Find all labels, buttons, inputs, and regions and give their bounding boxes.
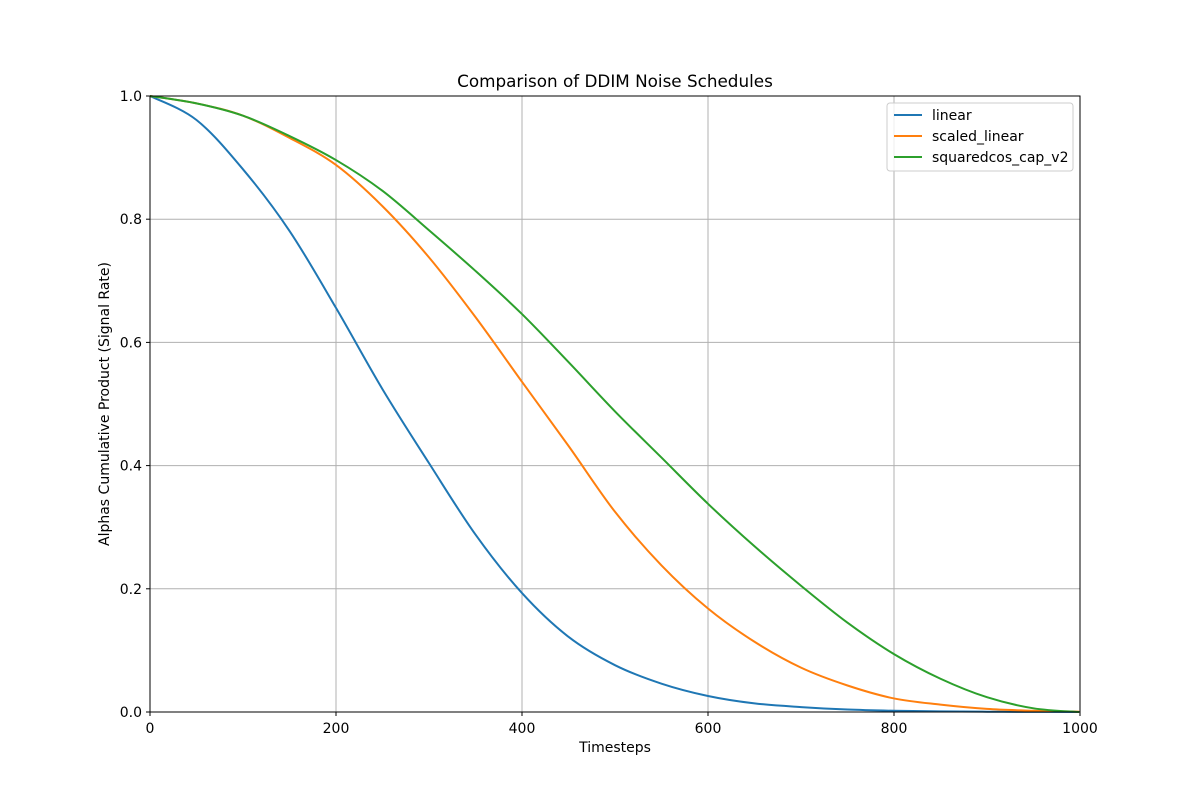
x-tick-label: 600 bbox=[695, 721, 722, 737]
x-tick-label: 1000 bbox=[1062, 721, 1098, 737]
x-tick-label: 400 bbox=[509, 721, 536, 737]
legend-label: linear bbox=[932, 108, 972, 124]
chart-title: Comparison of DDIM Noise Schedules bbox=[457, 71, 773, 91]
y-tick-label: 0.2 bbox=[120, 582, 142, 598]
axis-ticks: 0 200 400 600 800 1000 0.0 0.2 0.4 0.6 0.8 1.0 bbox=[120, 89, 1098, 737]
legend: linear scaled_linear squaredcos_cap_v2 bbox=[886, 102, 1074, 172]
series-line-linear bbox=[149, 95, 1080, 713]
grid-lines bbox=[149, 95, 1081, 713]
series-line-scaled-linear bbox=[149, 95, 1080, 713]
x-tick-label: 0 bbox=[146, 721, 155, 737]
y-tick-label: 1.0 bbox=[120, 89, 142, 105]
x-tick-label: 800 bbox=[881, 721, 908, 737]
y-tick-label: 0.0 bbox=[120, 705, 142, 721]
y-tick-label: 0.8 bbox=[120, 212, 142, 228]
legend-label: scaled_linear bbox=[932, 129, 1024, 145]
legend-label: squaredcos_cap_v2 bbox=[932, 150, 1069, 166]
y-tick-label: 0.6 bbox=[120, 335, 142, 351]
y-tick-label: 0.4 bbox=[120, 459, 142, 475]
y-axis-label: Alphas Cumulative Product (Signal Rate) bbox=[97, 262, 113, 546]
plot-frame bbox=[149, 95, 1081, 713]
x-tick-label: 200 bbox=[323, 721, 350, 737]
series-lines bbox=[149, 95, 1080, 713]
legend-box bbox=[886, 102, 1074, 172]
series-line-squaredcos-cap-v2 bbox=[149, 95, 1080, 713]
x-axis-label: Timesteps bbox=[578, 740, 651, 756]
